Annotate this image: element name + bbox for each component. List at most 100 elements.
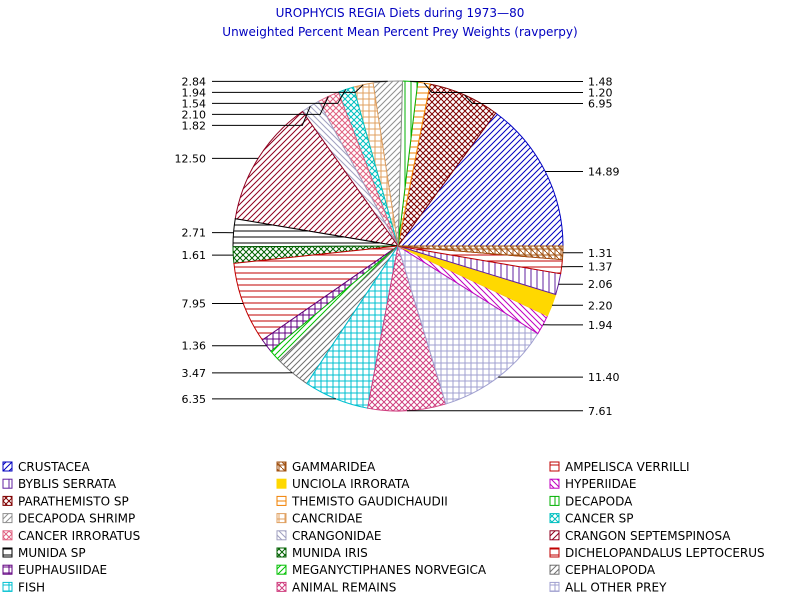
legend-swatch xyxy=(549,530,560,541)
legend-swatch xyxy=(2,513,13,524)
legend-swatch xyxy=(2,547,13,558)
legend-item: DECAPODA SHRIMP xyxy=(2,512,135,526)
legend-label: CRANGONIDAE xyxy=(292,529,382,543)
legend-label: CANCRIDAE xyxy=(292,512,363,526)
legend-swatch xyxy=(549,513,560,524)
legend-item: FISH xyxy=(2,580,45,594)
legend-label: CANCER SP xyxy=(565,512,634,526)
chart-title: UROPHYCIS REGIA Diets during 1973—80 xyxy=(276,6,525,20)
legend-swatch xyxy=(549,461,560,472)
legend-swatch xyxy=(276,513,287,524)
legend-item: MUNIDA SP xyxy=(2,546,86,560)
legend-item: UNCIOLA IRRORATA xyxy=(276,477,410,491)
slice-value-label: 1.61 xyxy=(182,249,207,262)
legend-item: PARATHEMISTO SP xyxy=(2,494,129,508)
legend-swatch xyxy=(2,495,13,506)
legend-item: CRANGONIDAE xyxy=(276,529,382,543)
legend-item: DICHELOPANDALUS LEPTOCERUS xyxy=(549,546,765,560)
slice-value-label: 1.36 xyxy=(182,340,207,353)
slice-value-label: 1.94 xyxy=(182,86,207,99)
slice-value-label: 2.06 xyxy=(588,278,613,291)
legend-label: AMPELISCA VERRILLI xyxy=(565,460,690,474)
legend-swatch xyxy=(276,461,287,472)
slice-value-label: 3.47 xyxy=(182,367,207,380)
legend-item: THEMISTO GAUDICHAUDII xyxy=(276,494,448,508)
legend-swatch xyxy=(276,564,287,575)
legend-label: ALL OTHER PREY xyxy=(565,580,667,594)
legend-label: CRANGON SEPTEMSPINOSA xyxy=(565,529,731,543)
legend: CRUSTACEA GAMMARIDEA AMPELISCA VERRILLI BYB… xyxy=(2,460,765,594)
slice-value-label: 1.37 xyxy=(588,261,613,274)
legend-swatch xyxy=(549,564,560,575)
legend-item: CRUSTACEA xyxy=(2,460,90,474)
slice-value-label: 1.48 xyxy=(588,75,613,88)
legend-item: ANIMAL REMAINS xyxy=(276,580,396,594)
chart-subtitle: Unweighted Percent Mean Percent Prey Wei… xyxy=(222,25,577,39)
slice-value-label: 6.95 xyxy=(588,97,613,110)
legend-swatch xyxy=(2,461,13,472)
legend-label: DECAPODA SHRIMP xyxy=(18,512,135,526)
leader-line xyxy=(212,89,347,104)
slice-value-label: 12.50 xyxy=(175,152,207,165)
leader-line xyxy=(212,84,364,93)
legend-item: GAMMARIDEA xyxy=(276,460,376,474)
legend-label: EUPHAUSIIDAE xyxy=(18,563,107,577)
legend-swatch xyxy=(549,495,560,506)
legend-swatch xyxy=(2,530,13,541)
legend-swatch xyxy=(276,530,287,541)
pie-slice xyxy=(397,245,564,261)
legend-label: DICHELOPANDALUS LEPTOCERUS xyxy=(565,546,765,560)
legend-item: HYPERIIDAE xyxy=(549,477,636,491)
legend-item: ALL OTHER PREY xyxy=(549,580,667,594)
slice-value-label: 2.10 xyxy=(182,108,207,121)
legend-item: CANCER IRRORATUS xyxy=(2,529,140,543)
legend-swatch xyxy=(549,547,560,558)
slice-value-label: 1.31 xyxy=(588,247,613,260)
legend-label: MUNIDA IRIS xyxy=(292,546,368,560)
legend-label: CANCER IRRORATUS xyxy=(18,529,140,543)
legend-label: ANIMAL REMAINS xyxy=(292,580,396,594)
slice-value-label: 11.40 xyxy=(588,371,620,384)
legend-item: BYBLIS SERRATA xyxy=(2,477,117,491)
leader-line xyxy=(212,96,329,115)
legend-label: HYPERIIDAE xyxy=(565,477,636,491)
legend-label: CEPHALOPODA xyxy=(565,563,656,577)
legend-swatch xyxy=(2,581,13,592)
legend-item: CEPHALOPODA xyxy=(549,563,656,577)
slice-value-label: 2.84 xyxy=(182,75,207,88)
slice-value-label: 2.71 xyxy=(182,227,207,240)
legend-label: THEMISTO GAUDICHAUDII xyxy=(291,494,448,508)
pie-slice xyxy=(234,110,400,247)
legend-swatch xyxy=(276,478,287,489)
slice-value-label: 7.95 xyxy=(182,298,207,311)
legend-label: MEGANYCTIPHANES NORVEGICA xyxy=(292,563,487,577)
legend-item: EUPHAUSIIDAE xyxy=(2,563,107,577)
legend-label: CRUSTACEA xyxy=(18,460,90,474)
legend-swatch xyxy=(276,495,287,506)
slice-value-label: 1.82 xyxy=(182,119,207,132)
legend-item: MEGANYCTIPHANES NORVEGICA xyxy=(276,563,487,577)
legend-label: FISH xyxy=(18,580,45,594)
legend-swatch xyxy=(276,547,287,558)
legend-swatch xyxy=(276,581,287,592)
legend-item: MUNIDA IRIS xyxy=(276,546,368,560)
legend-label: BYBLIS SERRATA xyxy=(18,477,117,491)
legend-label: UNCIOLA IRRORATA xyxy=(292,477,410,491)
legend-label: DECAPODA xyxy=(565,494,633,508)
legend-swatch xyxy=(549,581,560,592)
legend-label: PARATHEMISTO SP xyxy=(18,494,129,508)
legend-swatch xyxy=(2,564,13,575)
legend-item: CANCER SP xyxy=(549,512,634,526)
slice-value-label: 6.35 xyxy=(182,393,207,406)
legend-label: MUNIDA SP xyxy=(18,546,86,560)
leader-line xyxy=(212,106,311,126)
slice-value-label: 1.94 xyxy=(588,319,613,332)
leader-line xyxy=(464,94,583,104)
legend-swatch xyxy=(2,478,13,489)
pie-slice xyxy=(397,112,564,247)
legend-item: CANCRIDAE xyxy=(276,512,363,526)
pie-slices xyxy=(232,80,564,412)
slice-value-label: 1.20 xyxy=(588,86,613,99)
value-labels: 1.481.206.95 14.89 1.311.37 2.06 2.20 1.94 11.… xyxy=(175,75,620,417)
